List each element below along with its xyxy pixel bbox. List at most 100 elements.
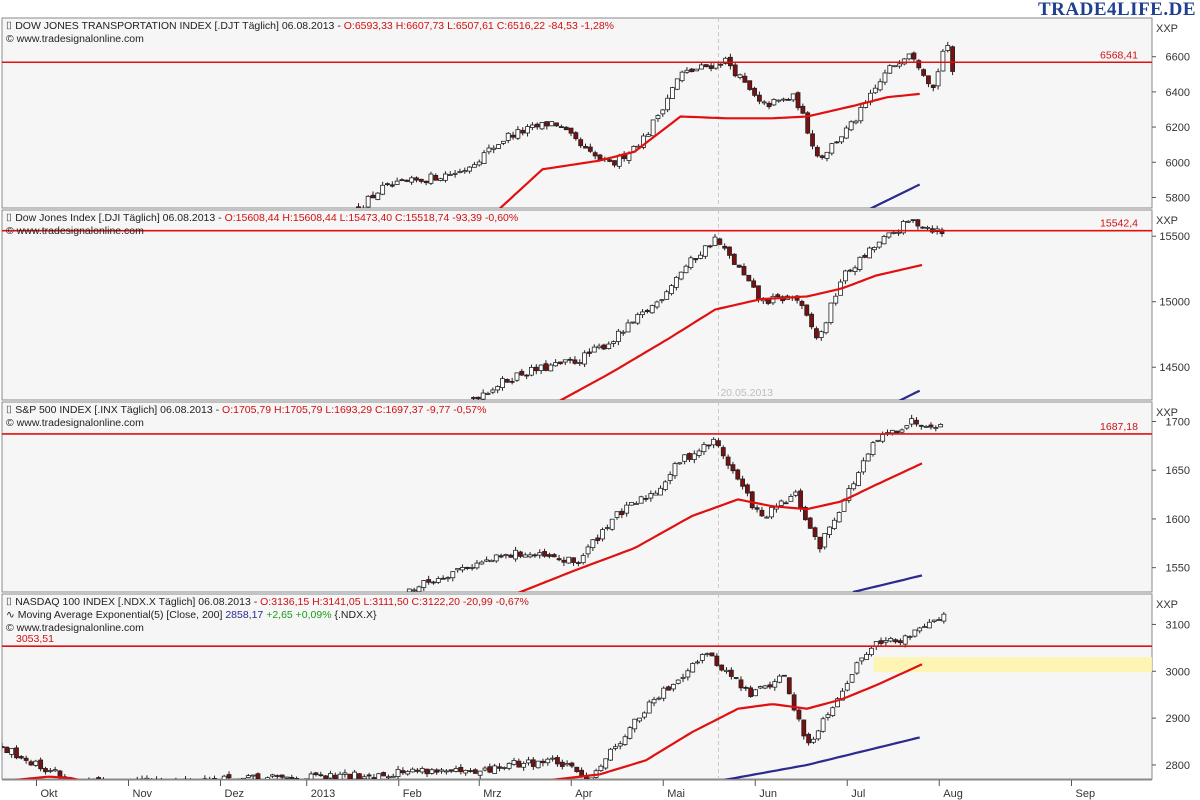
candle-body-153 [738,679,744,689]
candle-body-83 [400,770,406,774]
candle-body-185 [893,639,898,643]
candle-body-20 [498,555,504,558]
candle-body-116 [916,60,922,69]
plot-area [1,209,1153,401]
candle-body-170 [820,718,826,732]
candle-body-39 [590,539,596,549]
candle-body-194 [936,619,942,621]
candle-body-65 [716,440,721,447]
candle-body-68 [730,464,736,472]
candle-body-120 [935,71,941,87]
candle-body-59 [687,453,692,460]
candle-body-32 [155,780,159,784]
candle-body-33 [515,129,521,139]
candle-body-11 [52,769,58,772]
candle-body-189 [912,629,918,637]
candle-body-115 [911,52,917,60]
candle-body-81 [793,491,799,496]
candle-body-66 [318,774,324,777]
candle-body-45 [619,510,625,516]
copyright-text: © www.tradesignalonline.com [6,33,144,45]
chart-panel-2: 15542,4 XXP 14500 15000 15500 ⌷ Dow Jones Ind… [1,209,1190,401]
candle-body-116 [559,761,565,767]
candle-body-74 [828,302,834,323]
candle-body-35 [169,781,173,786]
candle-body-31 [505,132,511,141]
candle-body-30 [616,330,621,342]
candle-body-107 [872,87,878,94]
x-tick-label: Sep [1076,788,1096,800]
candle-body-14 [423,180,429,184]
candle-body-15 [543,363,549,371]
candle-body-21 [503,554,509,557]
sma-line [723,736,920,779]
candle-body-101 [843,127,849,139]
candle-body-110 [933,427,939,429]
candle-body-20 [567,358,573,361]
candle-body-101 [487,766,493,773]
candle-body-0 [356,206,361,208]
candle-body-92 [846,488,852,501]
candle-body-54 [731,253,737,265]
candle-body-2 [480,392,486,400]
candle-body-79 [783,502,789,505]
candle-body-97 [870,442,876,455]
candle-body-62 [299,780,303,781]
candle-body-29 [542,551,547,557]
candle-body-15 [474,562,480,569]
candle-body-80 [857,256,863,270]
candle-body-169 [815,730,821,740]
candle-body-4 [490,389,496,393]
candle-body-60 [645,134,651,137]
candle-body-137 [661,687,667,699]
candle-body-129 [622,736,628,745]
candle-body-41 [198,780,202,783]
candle-body-84 [405,771,411,775]
candle-body-73 [754,507,760,510]
candle-body-42 [604,527,610,529]
candle-body-177 [854,662,860,674]
candle-body-174 [840,690,845,701]
candle-body-59 [756,285,761,300]
candle-body-1 [475,396,481,400]
candle-body-62 [655,115,661,120]
candle-body-11 [409,177,415,183]
candle-body-50 [643,498,649,500]
candle-body-122 [945,45,951,51]
candle-body-17 [484,559,490,562]
candle-body-69 [332,774,338,779]
chart-panel-4: 3053,51 XXP 2800 2900 3000 3100 ⌷ NASDAQ 100 I… [1,593,1190,786]
candle-body-37 [179,781,183,782]
candle-body-98 [829,143,835,154]
candle-body-93 [805,112,811,134]
axis-unit: XXP [1156,599,1178,611]
candle-body-0 [2,746,5,748]
candle-body-40 [549,121,555,127]
candle-body-27 [130,781,134,785]
candle-body-12 [529,367,534,376]
candle-body-53 [255,773,261,779]
candle-body-25 [476,161,482,166]
candle-body-147 [709,652,715,657]
y-tick-label: 15000 [1159,297,1190,309]
candle-body-98 [875,439,881,442]
candle-body-66 [720,447,726,457]
x-tick-label: Mai [667,788,685,800]
plot-area [1,593,1153,780]
panel-title: ⌷ DOW JONES TRANSPORTATION INDEX [.DJT T… [6,20,614,32]
candle-body-102 [894,430,900,434]
candle-body-92 [443,770,449,773]
candle-body-176 [849,674,855,683]
candle-body-155 [748,687,754,697]
candle-body-32 [556,558,562,561]
candle-body-19 [562,359,568,363]
copyright-text: © www.tradesignalonline.com [6,417,144,429]
candle-body-33 [561,559,567,563]
candle-body-108 [521,762,527,768]
candle-body-8 [440,577,446,580]
candle-body-38 [585,546,591,555]
sma-line [869,183,921,208]
candle-body-105 [506,762,512,769]
candle-body-76 [366,774,372,777]
candle-body-22 [508,554,514,558]
